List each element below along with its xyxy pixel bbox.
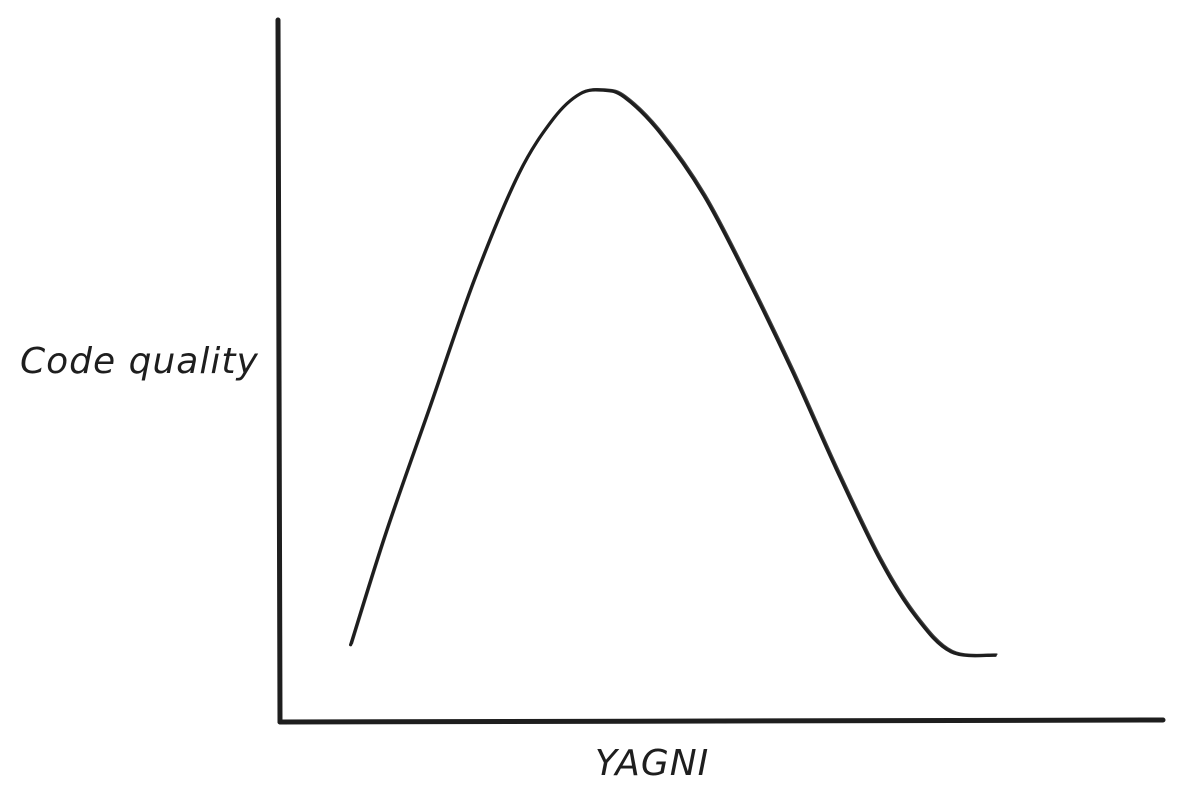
- y-axis-label: Code quality: [20, 341, 259, 382]
- x-axis-line: [277, 717, 1166, 725]
- series-line-1: [349, 88, 997, 658]
- series-line-1-sketch-stroke: [351, 87, 998, 656]
- x-axis-label: YAGNI: [595, 743, 709, 784]
- y-axis-line: [275, 17, 283, 725]
- series-layer: [349, 87, 998, 658]
